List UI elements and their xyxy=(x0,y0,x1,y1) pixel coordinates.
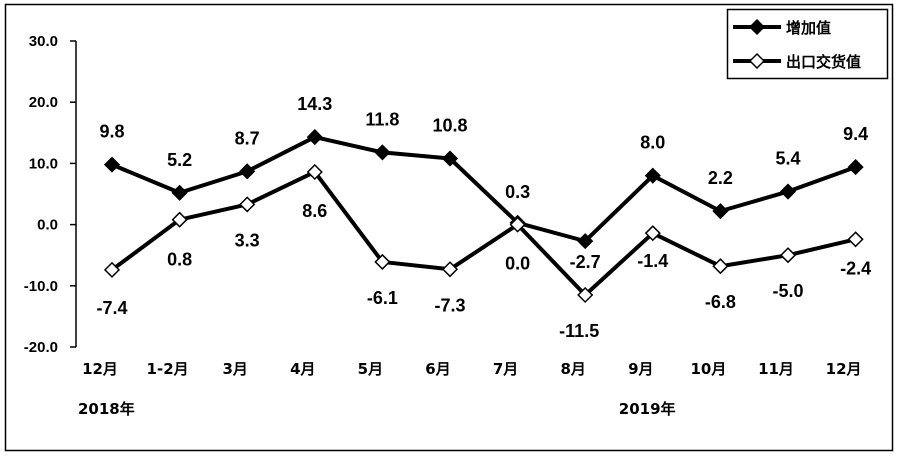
x-tick-label: 10月 xyxy=(690,360,726,378)
year-labels: 2018年 2019年 xyxy=(78,400,676,418)
x-tick-label: 7月 xyxy=(493,360,518,378)
data-label: -11.5 xyxy=(559,321,599,341)
data-label: -5.0 xyxy=(772,281,803,301)
value-added-point xyxy=(847,159,864,176)
y-tick-label: 30.0 xyxy=(29,33,58,50)
data-label: -7.3 xyxy=(434,295,465,315)
legend-marker-series-1 xyxy=(748,52,766,70)
data-label: -2.7 xyxy=(570,252,601,272)
data-label: 8.7 xyxy=(235,128,260,148)
x-tick-label: 12月 xyxy=(82,360,118,378)
x-ticks: 12月 1-2月 3月 4月 5月 6月 7月 8月 9月 10月 11月 12月 xyxy=(82,360,861,378)
export-point xyxy=(509,216,526,233)
export-point xyxy=(239,196,256,213)
y-tick-label: -20.0 xyxy=(24,339,58,356)
legend: 增加值 出口交货值 xyxy=(726,8,889,80)
value-added-point xyxy=(306,129,323,146)
year-label: 2018年 xyxy=(78,400,135,418)
data-label: 11.8 xyxy=(365,109,399,129)
export-point xyxy=(779,247,797,264)
data-label: 2.2 xyxy=(708,168,733,188)
data-label: 3.3 xyxy=(235,230,260,250)
x-tick-label: 11月 xyxy=(758,360,794,378)
series-line-0 xyxy=(111,135,857,244)
value-added-point xyxy=(712,203,729,220)
y-tick-label: -10.0 xyxy=(24,278,58,295)
legend-label-series-1: 出口交货值 xyxy=(786,53,861,71)
data-label: 10.8 xyxy=(432,116,467,136)
data-label: 9.4 xyxy=(843,124,868,144)
y-tick-label: 10.0 xyxy=(29,155,58,172)
value-added-point xyxy=(239,163,256,180)
export-point xyxy=(441,261,459,278)
x-tick-label: 1-2月 xyxy=(147,360,189,378)
data-label: 5.2 xyxy=(167,150,192,170)
data-labels: 9.8 5.2 8.7 14.3 11.8 10.8 0.3 -2.7 8.0 2.2 5.4 9.4… xyxy=(96,94,871,341)
export-point xyxy=(374,253,391,270)
data-label: 8.0 xyxy=(640,133,665,153)
value-added-point xyxy=(441,150,459,167)
export-point xyxy=(644,225,661,242)
y-tick-label: 20.0 xyxy=(29,94,58,111)
legend-marker-series-0 xyxy=(748,18,766,36)
data-label: -6.1 xyxy=(367,288,398,308)
x-tick-label: 3月 xyxy=(222,360,247,378)
value-added-point xyxy=(644,167,661,184)
y-tick-label: 0.0 xyxy=(37,217,58,234)
export-point xyxy=(712,258,729,275)
data-label: 14.3 xyxy=(297,94,332,114)
data-label: 5.4 xyxy=(775,149,800,169)
export-point xyxy=(577,286,594,304)
export-point xyxy=(103,261,121,278)
chart-frame xyxy=(4,3,894,452)
value-added-point xyxy=(171,184,188,201)
year-label: 2019年 xyxy=(619,400,676,418)
x-tick-label: 5月 xyxy=(358,360,383,378)
x-tick-label: 8月 xyxy=(560,360,585,378)
legend-box xyxy=(726,8,889,80)
x-tick-label: 6月 xyxy=(425,360,450,378)
series-points xyxy=(103,129,864,304)
x-tick-label: 9月 xyxy=(628,360,653,378)
x-tick-label: 4月 xyxy=(290,360,315,378)
data-label: 0.0 xyxy=(505,254,530,274)
legend-label-series-0: 增加值 xyxy=(786,19,831,37)
y-ticks: 30.0 20.0 10.0 0.0 -10.0 -20.0 xyxy=(24,33,76,356)
x-tick-label: 12月 xyxy=(826,360,862,378)
export-point xyxy=(306,163,323,181)
export-point xyxy=(847,231,864,248)
series-line-1 xyxy=(110,169,857,297)
data-label: 0.8 xyxy=(167,250,192,270)
export-point xyxy=(171,211,188,228)
data-label: -1.4 xyxy=(637,251,668,271)
data-label: -6.8 xyxy=(705,292,736,312)
value-added-point xyxy=(103,156,121,173)
data-label: 8.6 xyxy=(302,201,327,221)
value-added-point xyxy=(374,144,391,161)
data-label: -7.4 xyxy=(96,298,127,318)
value-added-point xyxy=(779,183,797,200)
value-added-point xyxy=(577,233,594,250)
data-label: 0.3 xyxy=(505,182,530,202)
data-label: 9.8 xyxy=(99,122,124,142)
data-label: -2.4 xyxy=(840,258,871,278)
series-lines xyxy=(110,135,857,297)
